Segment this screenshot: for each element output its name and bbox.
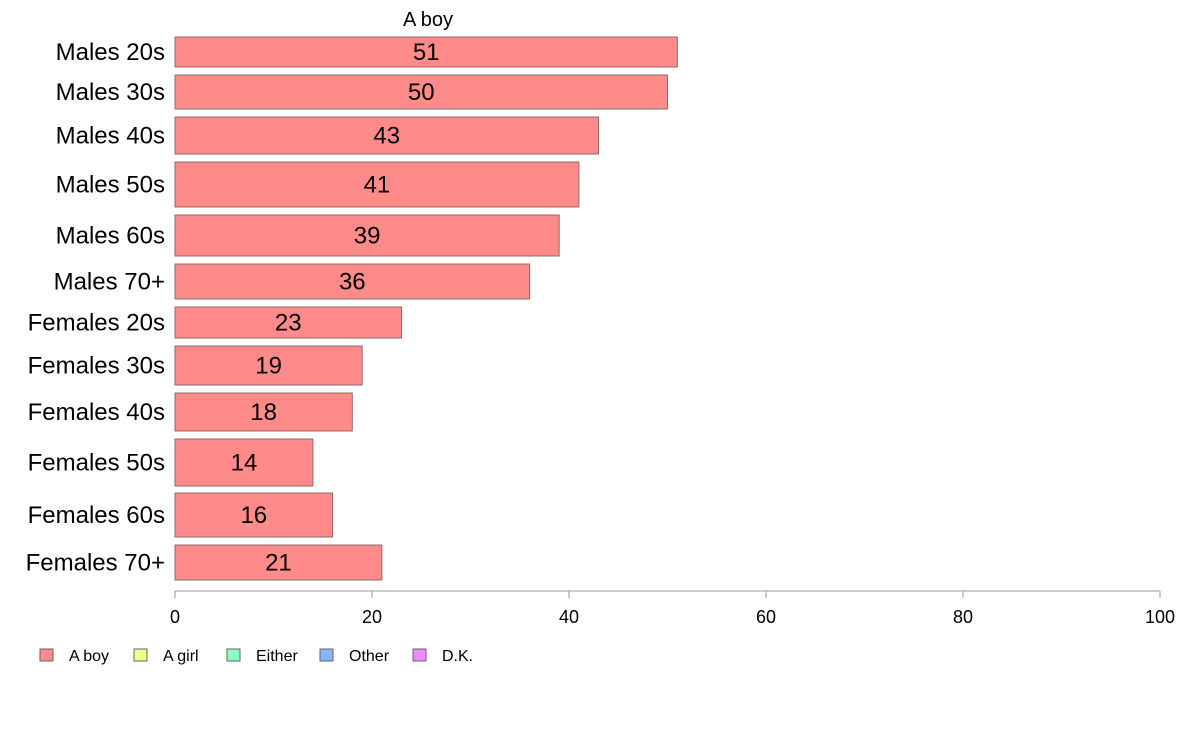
bars-group: Males 20s 51 Males 30s 50 Males 40s 43 Males 5… bbox=[26, 36, 678, 581]
value-label: 51 bbox=[413, 39, 440, 66]
category-label: Males 50s bbox=[56, 172, 165, 199]
legend-swatch bbox=[319, 648, 334, 662]
legend-swatch bbox=[39, 648, 54, 662]
category-label: Females 40s bbox=[28, 399, 165, 426]
category-label: Females 70+ bbox=[26, 550, 165, 577]
bar bbox=[174, 392, 353, 432]
legend-label: A boy bbox=[69, 648, 109, 665]
value-label: 50 bbox=[408, 79, 435, 106]
x-tick-label: 100 bbox=[1145, 607, 1175, 627]
x-tick-label: 20 bbox=[362, 607, 382, 627]
x-axis: 0 20 40 60 80 100 bbox=[170, 590, 1175, 627]
legend: A boy A girl Either Other D.K. bbox=[39, 648, 473, 665]
category-label: Males 70+ bbox=[54, 269, 165, 296]
value-label: 23 bbox=[275, 310, 302, 337]
x-tick-label: 40 bbox=[559, 607, 579, 627]
category-label: Males 40s bbox=[56, 123, 165, 150]
value-label: 39 bbox=[354, 223, 381, 250]
value-label: 36 bbox=[339, 269, 366, 296]
value-label: 19 bbox=[255, 353, 282, 380]
legend-swatch bbox=[226, 648, 241, 662]
legend-label: Other bbox=[349, 648, 390, 665]
x-tick-label: 60 bbox=[756, 607, 776, 627]
category-label: Males 20s bbox=[56, 39, 165, 66]
value-label: 14 bbox=[231, 450, 258, 477]
x-tick-label: 0 bbox=[170, 607, 180, 627]
bar bbox=[174, 161, 580, 208]
bar bbox=[174, 544, 383, 581]
value-label: 21 bbox=[265, 550, 292, 577]
category-label: Females 50s bbox=[28, 450, 165, 477]
bar bbox=[174, 438, 314, 487]
bar bbox=[174, 74, 668, 110]
category-label: Males 60s bbox=[56, 223, 165, 250]
legend-label: A girl bbox=[163, 648, 199, 665]
category-label: Males 30s bbox=[56, 79, 165, 106]
bar bbox=[174, 214, 560, 257]
bar bbox=[174, 345, 363, 386]
value-label: 16 bbox=[240, 502, 267, 529]
value-label: 18 bbox=[250, 399, 277, 426]
legend-swatch bbox=[133, 648, 148, 662]
value-label: 43 bbox=[373, 123, 400, 150]
x-tick-label: 80 bbox=[953, 607, 973, 627]
bar bbox=[174, 492, 334, 538]
legend-label: Either bbox=[256, 648, 298, 665]
bar bbox=[174, 116, 600, 155]
category-label: Females 30s bbox=[28, 353, 165, 380]
chart-title: A boy bbox=[403, 9, 453, 31]
bar bbox=[174, 36, 678, 68]
value-label: 41 bbox=[364, 172, 391, 199]
bar bbox=[174, 263, 531, 300]
category-label: Females 60s bbox=[28, 502, 165, 529]
category-label: Females 20s bbox=[28, 310, 165, 337]
legend-swatch bbox=[412, 648, 427, 662]
bar bbox=[174, 306, 403, 339]
legend-label: D.K. bbox=[442, 648, 473, 665]
